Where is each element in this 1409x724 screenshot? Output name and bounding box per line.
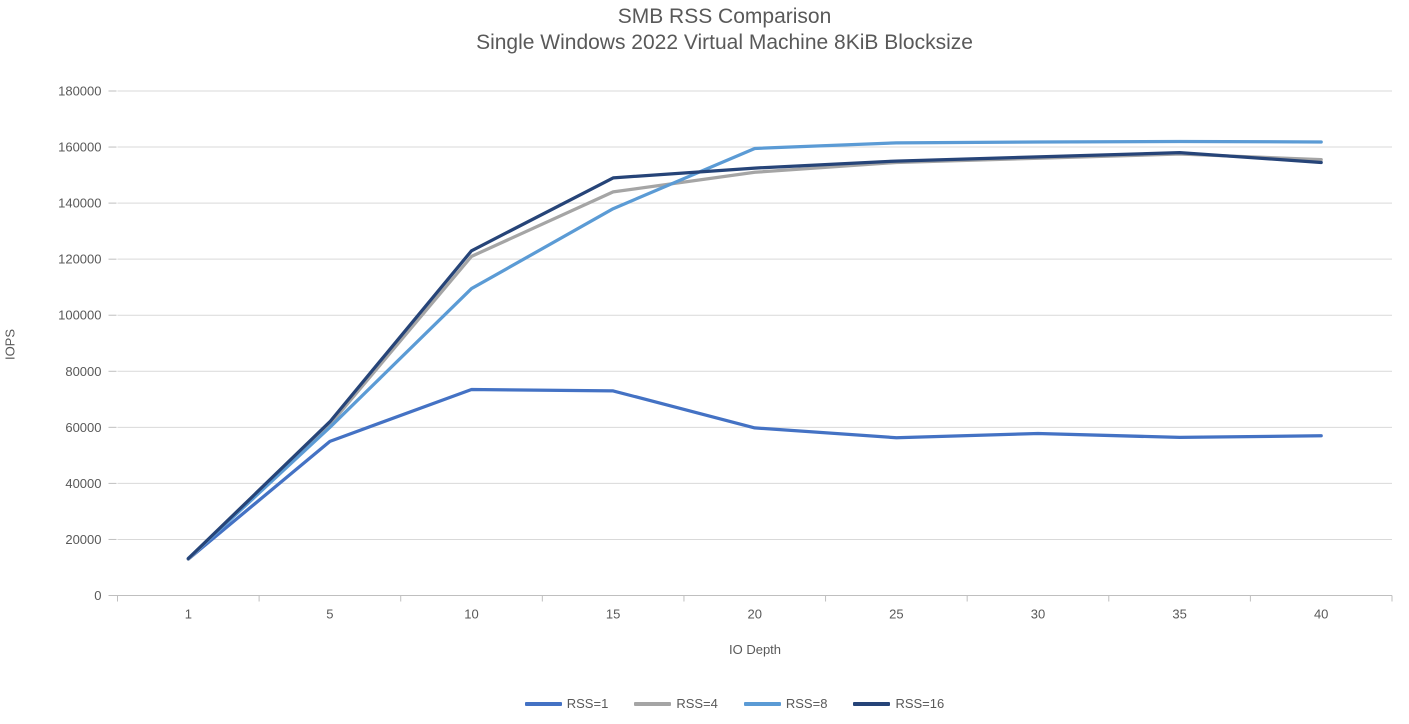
- legend-label: RSS=16: [895, 696, 945, 711]
- y-tick-label: 100000: [58, 308, 101, 323]
- x-tick-label: 5: [326, 607, 333, 622]
- legend-label: RSS=1: [566, 696, 609, 711]
- y-tick-label: 60000: [65, 420, 101, 435]
- x-tick-label: 1: [185, 607, 192, 622]
- y-tick-label: 120000: [58, 252, 101, 267]
- legend-line-icon: [524, 701, 562, 706]
- legend-label: RSS=4: [676, 696, 718, 711]
- series-line-RSS-8: [186, 139, 1323, 561]
- legend-line-icon: [634, 701, 672, 706]
- y-tick-label: 140000: [58, 196, 101, 211]
- x-tick-label: 35: [1172, 607, 1186, 622]
- y-tick-label: 40000: [65, 476, 101, 491]
- x-tick-label: 30: [1031, 607, 1045, 622]
- series-line-RSS-16: [186, 151, 1323, 561]
- y-tick-label: 160000: [58, 140, 101, 155]
- legend-line-icon: [853, 701, 891, 706]
- legend-label: RSS=8: [785, 696, 828, 711]
- x-tick-label: 25: [889, 607, 903, 622]
- chart-plot: 0 20000 40000 60000 80000 100000 120000 140000 1…: [58, 84, 1393, 622]
- x-axis-title: IO Depth: [728, 642, 782, 657]
- legend-line-icon: [743, 701, 781, 706]
- series-line-RSS-4: [186, 152, 1323, 561]
- chart-title-line2: Single Windows 2022 Virtual Machine 8KiB…: [476, 31, 973, 54]
- legend-item-RSS-4: RSS=4: [634, 696, 718, 711]
- y-tick-label: 80000: [65, 364, 101, 379]
- series-line-RSS-1: [186, 387, 1323, 561]
- legend-item-RSS-1: RSS=1: [524, 696, 609, 711]
- chart-title-line1: SMB RSS Comparison: [617, 5, 832, 28]
- legend-item-RSS-16: RSS=16: [853, 696, 944, 711]
- y-tick-label: 0: [94, 588, 101, 603]
- chart-legend: RSS=1 RSS=4 RSS=8 RSS=16: [60, 696, 1409, 711]
- y-tick-label: 20000: [65, 532, 101, 547]
- x-tick-label: 15: [606, 607, 620, 622]
- legend-item-RSS-8: RSS=8: [743, 696, 828, 711]
- x-tick-label: 40: [1314, 607, 1328, 622]
- x-tick-label: 10: [464, 607, 478, 622]
- chart-title: SMB RSS Comparison Single Windows 2022 V…: [40, 4, 1409, 56]
- y-axis-title: IOPS: [2, 328, 18, 361]
- x-tick-label: 20: [748, 607, 762, 622]
- y-tick-label: 180000: [58, 84, 101, 99]
